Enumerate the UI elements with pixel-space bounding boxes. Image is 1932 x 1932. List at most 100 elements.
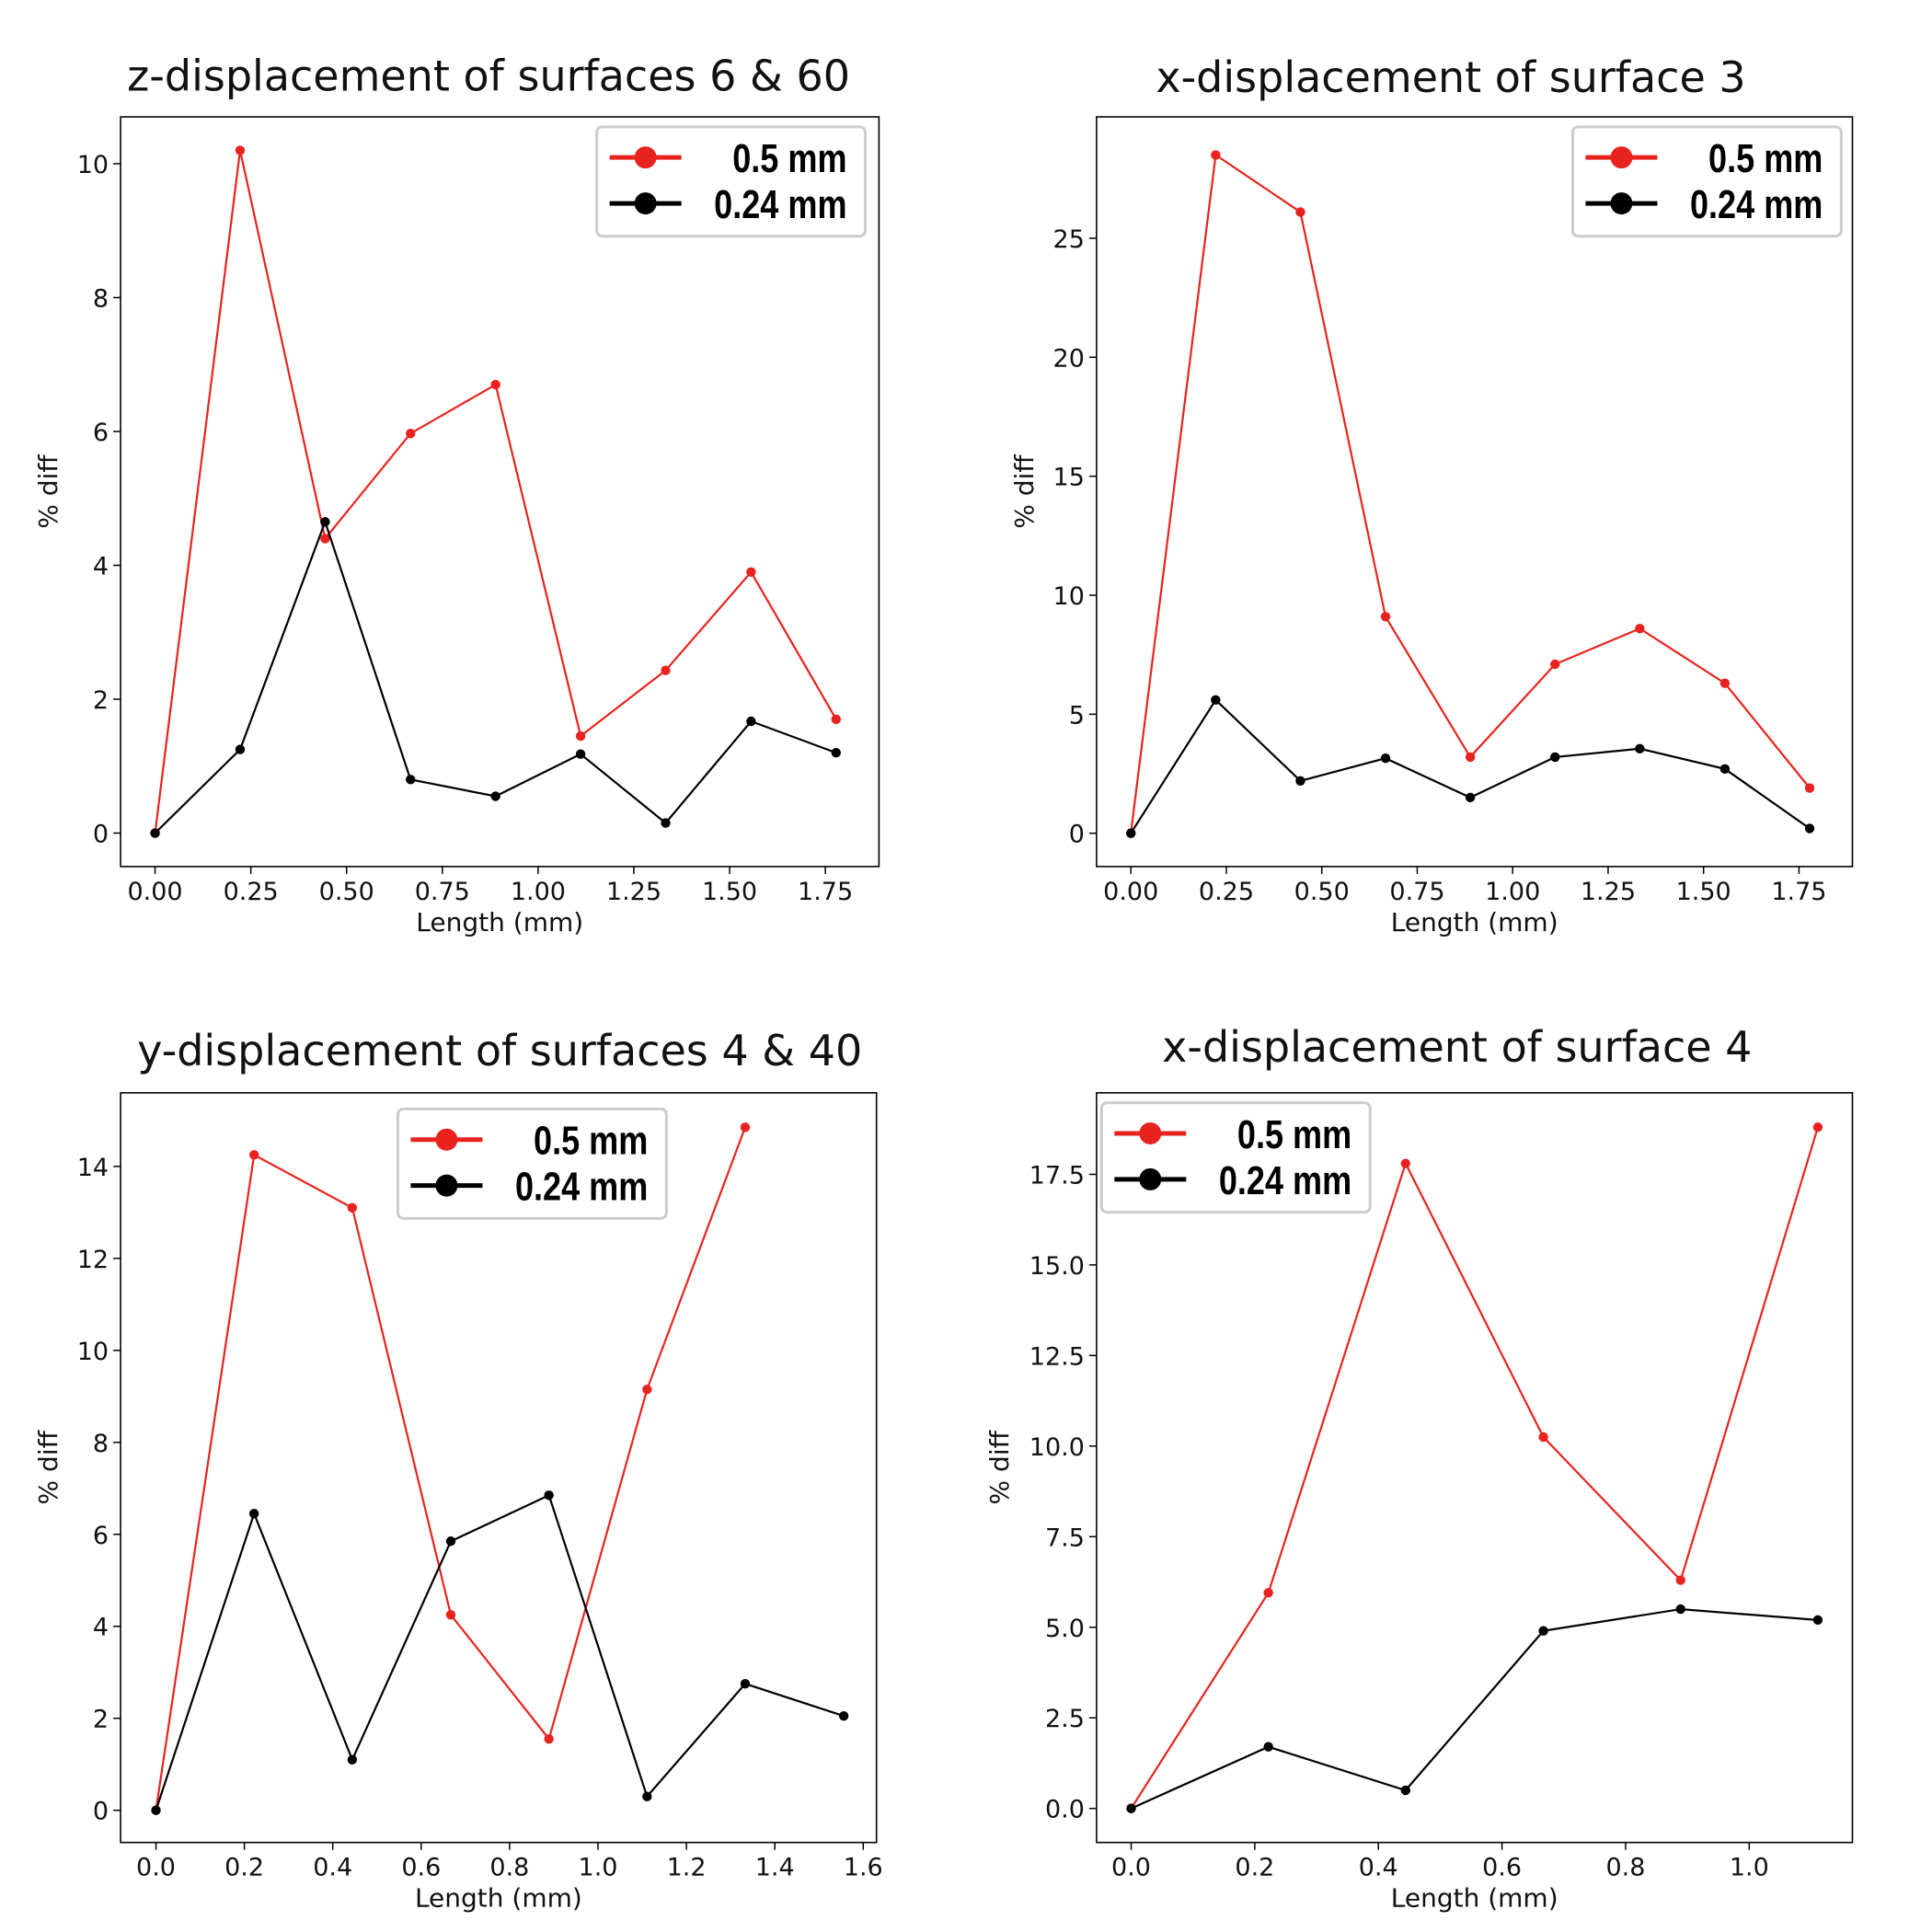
series-line-black: [155, 1493, 845, 1811]
legend-marker: [1139, 1167, 1162, 1190]
x-tick-label: 1.0: [579, 1854, 618, 1882]
chart-panel-3: y-displacement of surfaces 4 & 40 0.0 0.2 0…: [33, 1026, 883, 1914]
data-point: [248, 1509, 259, 1519]
x-tick-label: 1.75: [798, 878, 853, 906]
data-point: [746, 567, 756, 577]
legend-label: 0.24 mm: [1690, 182, 1823, 227]
data-point: [838, 1711, 849, 1721]
data-point: [1550, 752, 1560, 763]
x-tick-label: 1.2: [667, 1854, 707, 1882]
y-tick-label: 6: [93, 1522, 109, 1550]
legend: 0.5 mm0.24 mm: [1099, 1101, 1372, 1214]
data-point: [445, 1610, 456, 1620]
data-point: [1675, 1604, 1685, 1615]
x-tick-label: 0.25: [224, 878, 279, 906]
data-point: [150, 828, 160, 838]
data-point: [642, 1791, 652, 1801]
legend-marker: [1610, 146, 1633, 169]
data-point: [406, 775, 416, 785]
legend-box: [396, 1107, 668, 1220]
data-point: [1804, 823, 1815, 834]
x-axis-label: Length (mm): [416, 907, 583, 937]
data-point: [1635, 624, 1645, 634]
data-point: [544, 1734, 554, 1744]
legend-box: [595, 125, 868, 238]
data-point: [661, 665, 671, 675]
data-point: [320, 516, 330, 527]
data-point: [1719, 764, 1731, 775]
data-point: [151, 1805, 161, 1815]
legend-marker: [1610, 192, 1633, 215]
data-point: [347, 1202, 358, 1213]
x-tick-label: 0.0: [1111, 1854, 1151, 1882]
x-tick-label: 1.0: [1730, 1854, 1769, 1882]
legend-label: 0.24 mm: [1219, 1158, 1351, 1203]
plot-frame: [1096, 1092, 1854, 1844]
y-tick-label: 8: [93, 284, 109, 313]
data-point: [740, 1122, 751, 1133]
plot-frame: [1096, 116, 1854, 868]
legend: 0.5 mm0.24 mm: [595, 125, 868, 238]
series-line-black: [1130, 698, 1811, 834]
x-tick-label: 0.00: [1103, 878, 1158, 906]
series-line-black: [154, 518, 837, 834]
data-point: [1538, 1626, 1548, 1636]
y-axis-label: % diff: [33, 1430, 63, 1504]
data-point: [544, 1490, 554, 1501]
data-point: [347, 1754, 358, 1765]
chart-panel-4: x-displacement of surface 4 0.0 0.2 0.4 0.6 0…: [984, 1022, 1854, 1914]
y-tick-label: 10: [77, 1338, 109, 1366]
y-tick-label: 25: [1053, 225, 1085, 254]
chart-panel-1: z-displacement of surfaces 6 & 60 0.00 0.2…: [33, 51, 880, 937]
x-tick-label: 1.25: [606, 878, 661, 906]
series-line-red: [154, 150, 837, 834]
legend-label: 0.5 mm: [1237, 1112, 1351, 1157]
x-tick-label: 1.50: [1676, 878, 1731, 906]
y-tick-label: 4: [93, 552, 109, 581]
legend-label: 0.24 mm: [714, 182, 846, 227]
data-point: [1263, 1588, 1273, 1598]
legend-label: 0.24 mm: [515, 1164, 648, 1209]
y-axis-label: % diff: [33, 454, 63, 529]
x-tick-label: 0.8: [489, 1854, 529, 1882]
data-point: [490, 791, 500, 801]
legend-marker: [1139, 1121, 1162, 1144]
x-tick-label: 0.4: [1359, 1854, 1398, 1882]
chart-title: x-displacement of surface 3: [1156, 52, 1745, 102]
data-point: [248, 1150, 259, 1160]
data-point: [575, 730, 586, 742]
data-point: [642, 1385, 652, 1395]
data-point: [1465, 752, 1476, 763]
x-tick-label: 0.50: [319, 878, 374, 906]
data-point: [406, 428, 416, 439]
data-point: [1211, 150, 1221, 160]
y-axis-label: % diff: [984, 1430, 1015, 1504]
y-tick-label: 2: [93, 686, 109, 715]
data-point: [1635, 743, 1645, 754]
x-tick-label: 1.6: [844, 1854, 883, 1882]
legend-marker: [435, 1128, 458, 1151]
data-point: [1465, 792, 1476, 803]
chart-title: y-displacement of surfaces 4 & 40: [137, 1026, 862, 1075]
x-tick-label: 0.6: [401, 1854, 441, 1882]
x-axis-label: Length (mm): [415, 1883, 582, 1914]
y-tick-label: 4: [93, 1614, 109, 1642]
y-tick-label: 15: [1053, 464, 1085, 492]
data-point: [746, 716, 756, 727]
legend-label: 0.5 mm: [1708, 136, 1823, 181]
y-tick-label: 10.0: [1029, 1433, 1085, 1462]
legend: 0.5 mm0.24 mm: [1570, 125, 1843, 238]
y-tick-label: 5: [1069, 701, 1085, 730]
data-point: [831, 714, 841, 725]
series-line-red: [1130, 153, 1811, 834]
data-point: [1804, 783, 1815, 793]
data-point: [831, 748, 841, 758]
series-line-red: [155, 1126, 747, 1811]
x-tick-label: 0.75: [1389, 878, 1444, 906]
data-point: [1380, 753, 1391, 764]
x-tick-label: 0.2: [224, 1854, 264, 1882]
x-tick-label: 0.0: [136, 1854, 176, 1882]
chart-panel-2: x-displacement of surface 3 0.00 0.25 0.50 0…: [1009, 52, 1854, 937]
chart-title: x-displacement of surface 4: [1162, 1022, 1752, 1072]
